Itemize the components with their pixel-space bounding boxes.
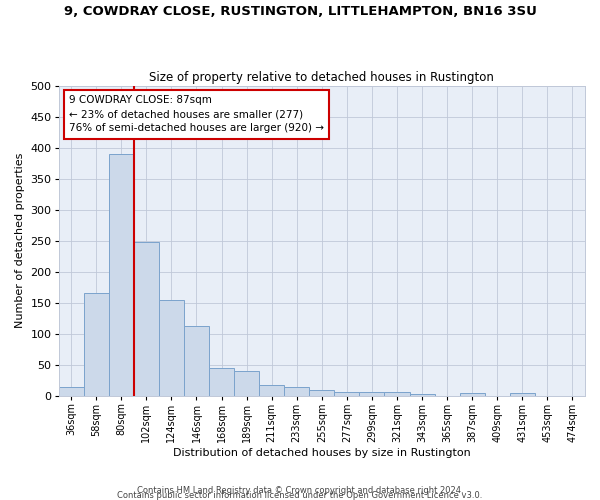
- Title: Size of property relative to detached houses in Rustington: Size of property relative to detached ho…: [149, 70, 494, 84]
- Bar: [159, 300, 184, 396]
- Bar: [510, 393, 535, 396]
- Y-axis label: Number of detached properties: Number of detached properties: [15, 153, 25, 328]
- Bar: [334, 392, 359, 396]
- Text: Contains public sector information licensed under the Open Government Licence v3: Contains public sector information licen…: [118, 490, 482, 500]
- Text: 9, COWDRAY CLOSE, RUSTINGTON, LITTLEHAMPTON, BN16 3SU: 9, COWDRAY CLOSE, RUSTINGTON, LITTLEHAMP…: [64, 5, 536, 18]
- Bar: [184, 326, 209, 396]
- Text: Contains HM Land Registry data © Crown copyright and database right 2024.: Contains HM Land Registry data © Crown c…: [137, 486, 463, 495]
- X-axis label: Distribution of detached houses by size in Rustington: Distribution of detached houses by size …: [173, 448, 470, 458]
- Bar: [385, 392, 410, 396]
- Bar: [209, 368, 234, 396]
- Bar: [83, 294, 109, 396]
- Bar: [259, 385, 284, 396]
- Bar: [134, 242, 159, 396]
- Bar: [309, 390, 334, 396]
- Bar: [109, 154, 134, 396]
- Text: 9 COWDRAY CLOSE: 87sqm
← 23% of detached houses are smaller (277)
76% of semi-de: 9 COWDRAY CLOSE: 87sqm ← 23% of detached…: [69, 96, 324, 134]
- Bar: [234, 370, 259, 396]
- Bar: [59, 388, 83, 396]
- Bar: [410, 394, 434, 396]
- Bar: [284, 388, 309, 396]
- Bar: [359, 392, 385, 396]
- Bar: [460, 393, 485, 396]
